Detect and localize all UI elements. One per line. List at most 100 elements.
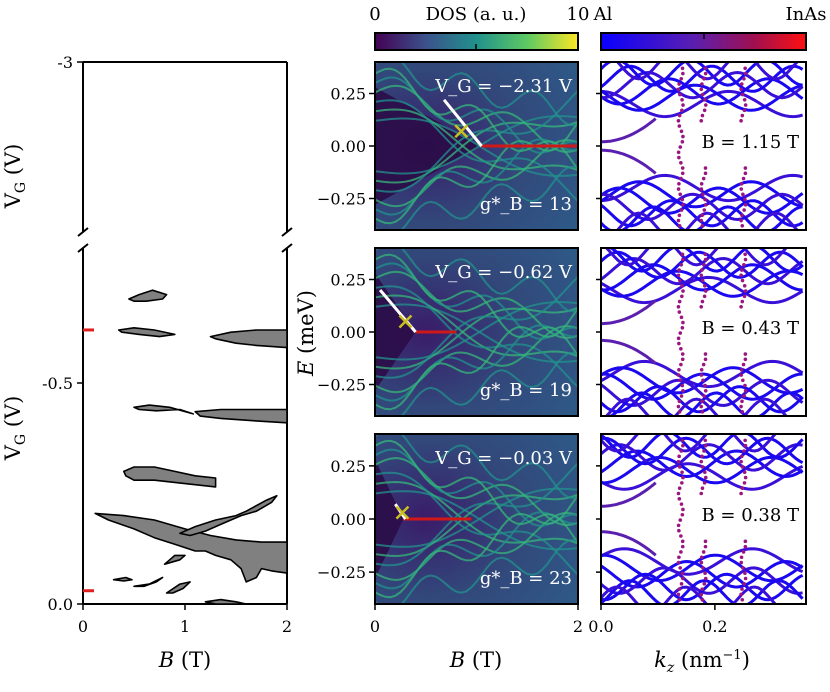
band-line — [601, 530, 657, 557]
band-dot — [679, 315, 684, 320]
dos-band-line — [375, 294, 578, 358]
band-dot — [700, 113, 705, 118]
dos-band-line — [375, 511, 578, 590]
dos-band-line — [375, 276, 578, 379]
y-tick-label: 0.25 — [330, 457, 366, 476]
band-dot — [699, 119, 704, 123]
band-dot — [740, 597, 745, 602]
band-dot — [680, 512, 685, 517]
band-dot — [742, 108, 747, 113]
band-dot — [699, 273, 704, 278]
dos-band-line — [375, 480, 578, 545]
band-dot — [677, 555, 681, 560]
phase-region — [179, 494, 278, 537]
band-subplot-1: B = 1.15 T — [596, 61, 807, 231]
band-dot — [699, 218, 704, 223]
band-dot — [701, 550, 706, 554]
phase-region — [163, 554, 186, 565]
band-structure — [601, 248, 804, 416]
band-dot — [676, 404, 681, 409]
band-dot — [676, 119, 681, 123]
gap-region — [375, 87, 482, 205]
dos-band-line — [375, 120, 578, 184]
band-dot — [681, 389, 685, 393]
mid-xlabel: B (T) — [449, 648, 503, 672]
band-dot — [743, 257, 748, 262]
band-dot — [700, 268, 704, 272]
band-dot — [701, 192, 705, 197]
band-dot — [703, 475, 708, 480]
band-dot — [677, 113, 682, 118]
dos-band-line — [375, 121, 578, 225]
band-dot — [699, 592, 704, 597]
band-dot — [680, 357, 685, 362]
phase-region — [165, 581, 191, 594]
band-dot — [743, 66, 747, 71]
band-dot — [741, 176, 746, 181]
band-dot — [679, 550, 683, 554]
x-tick-label: 0 — [78, 617, 88, 636]
band-dot — [739, 454, 744, 459]
band-dot — [739, 368, 744, 372]
band-dot — [700, 224, 705, 228]
band-dot — [699, 87, 704, 92]
band-dot — [679, 534, 683, 538]
dos-band-line — [375, 487, 578, 548]
band-dot — [743, 389, 748, 393]
band-dot — [739, 459, 743, 464]
band-dot — [741, 362, 746, 367]
band-dot — [677, 124, 682, 128]
dos-colorbar-label: DOS (a. u.) — [426, 4, 527, 25]
g-factor-annotation: g*_B = 13 — [480, 194, 572, 215]
band-line — [601, 275, 804, 305]
band-line — [601, 547, 804, 576]
field-annotation: B = 1.15 T — [701, 132, 799, 153]
axis-break-mark — [281, 227, 293, 237]
band-line — [601, 359, 804, 389]
band-dot — [680, 571, 685, 575]
dos-band-line — [375, 301, 578, 361]
band-dot — [681, 103, 685, 107]
band-dot — [677, 486, 682, 490]
band-dot — [679, 263, 684, 267]
mid-ylabel: E (meV) — [294, 290, 318, 377]
cross-marker — [395, 505, 410, 520]
band-dot — [676, 523, 681, 528]
band-dot — [739, 218, 743, 223]
band-dot — [677, 454, 681, 459]
x-tick-label: 2 — [573, 617, 583, 636]
band-dot — [699, 459, 704, 464]
band-dot — [681, 203, 685, 207]
band-dot — [739, 373, 744, 377]
band-dot — [739, 592, 743, 597]
band-dot — [677, 224, 682, 228]
dos-heatmap — [375, 434, 578, 604]
band-dot — [743, 544, 748, 549]
band-dot — [703, 470, 707, 475]
band-dot — [743, 571, 747, 575]
band-dot — [679, 347, 683, 351]
band-dot — [678, 518, 683, 522]
band-dot — [679, 502, 684, 506]
y-tick-label: 0.25 — [330, 271, 366, 290]
band-dot — [700, 410, 705, 414]
band-dot — [702, 263, 706, 267]
band-dot — [703, 98, 707, 102]
band-dot — [703, 352, 708, 356]
field-annotation: B = 0.38 T — [701, 505, 799, 526]
band-dot — [701, 378, 705, 383]
dos-band-line — [375, 117, 578, 177]
band-dot — [681, 257, 685, 262]
dos-band-line — [375, 99, 578, 202]
band-line — [601, 263, 803, 292]
band-dot — [743, 166, 748, 170]
band-dot — [701, 176, 706, 181]
band-line — [601, 62, 803, 87]
band-dot — [703, 576, 708, 581]
band-dot — [702, 449, 706, 453]
band-dot — [681, 289, 685, 293]
band-dot — [676, 305, 681, 309]
band-dot — [699, 368, 704, 372]
band-dot — [703, 197, 707, 202]
